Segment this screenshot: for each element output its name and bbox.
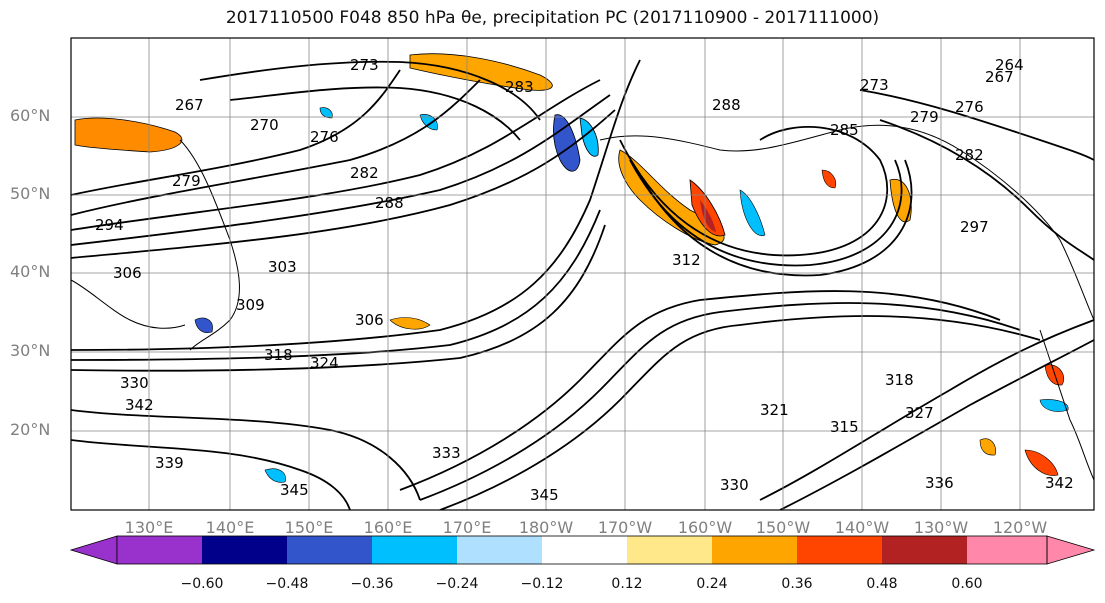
contour-label: 270 [250, 116, 279, 134]
contour-label: 345 [530, 486, 559, 504]
lon-label: 180°W [518, 518, 574, 537]
colorbar-segment [287, 536, 372, 564]
lon-label: 150°E [284, 518, 334, 537]
contour-label: 330 [120, 374, 149, 392]
contour-label: 342 [1045, 474, 1074, 492]
contour-label: 312 [672, 251, 701, 269]
colorbar-tick: 0.12 [611, 576, 643, 592]
contour-label: 330 [720, 476, 749, 494]
contour-label: 333 [432, 444, 461, 462]
lon-label: 160°E [363, 518, 413, 537]
contour-label: 318 [885, 371, 914, 389]
contour-label: 283 [505, 78, 534, 96]
lon-label: 170°W [597, 518, 653, 537]
contour-label: 264 [995, 56, 1024, 74]
lon-label: 160°W [677, 518, 733, 537]
plot-frame [70, 37, 1095, 511]
contour-label: 267 [175, 96, 204, 114]
colorbar-tick: 0.36 [781, 576, 813, 592]
colorbar-segment [627, 536, 712, 564]
colorbar-tick: −0.24 [435, 576, 479, 592]
lon-label: 170°E [442, 518, 492, 537]
colorbar-tick: −0.48 [265, 576, 309, 592]
contour-label: 282 [955, 146, 984, 164]
colorbar-tick: −0.12 [520, 576, 564, 592]
contour-label: 288 [375, 194, 404, 212]
lon-label: 140°W [834, 518, 890, 537]
colorbar-segment [202, 536, 287, 564]
lat-label: 40°N [10, 262, 51, 281]
lat-label: 20°N [10, 420, 51, 439]
contour-label: 279 [172, 172, 201, 190]
colorbar-segment [712, 536, 797, 564]
lon-label: 150°W [755, 518, 811, 537]
colorbar-tick: 0.48 [866, 576, 898, 592]
contour-label: 294 [95, 216, 124, 234]
lon-label: 120°W [992, 518, 1048, 537]
colorbar-segment [457, 536, 542, 564]
lat-label: 50°N [10, 184, 51, 203]
contour-label: 279 [910, 108, 939, 126]
contour-label: 276 [955, 98, 984, 116]
contour-label: 303 [268, 258, 297, 276]
contour-label: 324 [310, 354, 339, 372]
contour-label: 285 [830, 121, 859, 139]
colorbar [69, 535, 1096, 565]
contour-label: 321 [760, 401, 789, 419]
colorbar-segment-over [1046, 535, 1096, 565]
colorbar-segment [542, 536, 627, 564]
contour-label: 273 [860, 76, 889, 94]
contour-label: 297 [960, 218, 989, 236]
lon-label: 130°W [913, 518, 969, 537]
lon-label: 140°E [205, 518, 255, 537]
colorbar-segment [372, 536, 457, 564]
contour-label: 276 [310, 128, 339, 146]
lat-label: 30°N [10, 341, 51, 360]
contour-label: 345 [280, 481, 309, 499]
map-title: 2017110500 F048 850 hPa θe, precipitatio… [225, 8, 880, 28]
lon-label: 130°E [124, 518, 174, 537]
coastlines [71, 124, 1094, 481]
colorbar-segment-under [69, 535, 118, 565]
colorbar-tick: 0.60 [951, 576, 983, 592]
precipitation-shading [74, 53, 1069, 483]
contour-label: 336 [925, 474, 954, 492]
contour-label: 327 [905, 404, 934, 422]
colorbar-segment [967, 536, 1047, 564]
colorbar-tick: 0.24 [696, 576, 728, 592]
contour-label: 273 [350, 56, 379, 74]
lat-label: 60°N [10, 106, 51, 125]
contour-label: 288 [712, 96, 741, 114]
colorbar-segment [797, 536, 882, 564]
contour-label: 306 [113, 264, 142, 282]
colorbar-tick: −0.36 [350, 576, 394, 592]
contour-label: 309 [236, 296, 265, 314]
contour-label: 342 [125, 396, 154, 414]
graticule [71, 38, 1094, 510]
contour-label: 318 [264, 346, 293, 364]
contour-label: 267 [985, 68, 1014, 86]
contour-label: 339 [155, 454, 184, 472]
contour-label: 282 [350, 164, 379, 182]
contour-label: 315 [830, 418, 859, 436]
colorbar-segment [117, 536, 202, 564]
colorbar-tick: −0.60 [180, 576, 224, 592]
theta-e-contours [71, 59, 1094, 510]
colorbar-segment [882, 536, 967, 564]
contour-label: 306 [355, 311, 384, 329]
contour-labels: 279 270 282 288 273 276 267 294 306 303 … [95, 56, 1074, 504]
